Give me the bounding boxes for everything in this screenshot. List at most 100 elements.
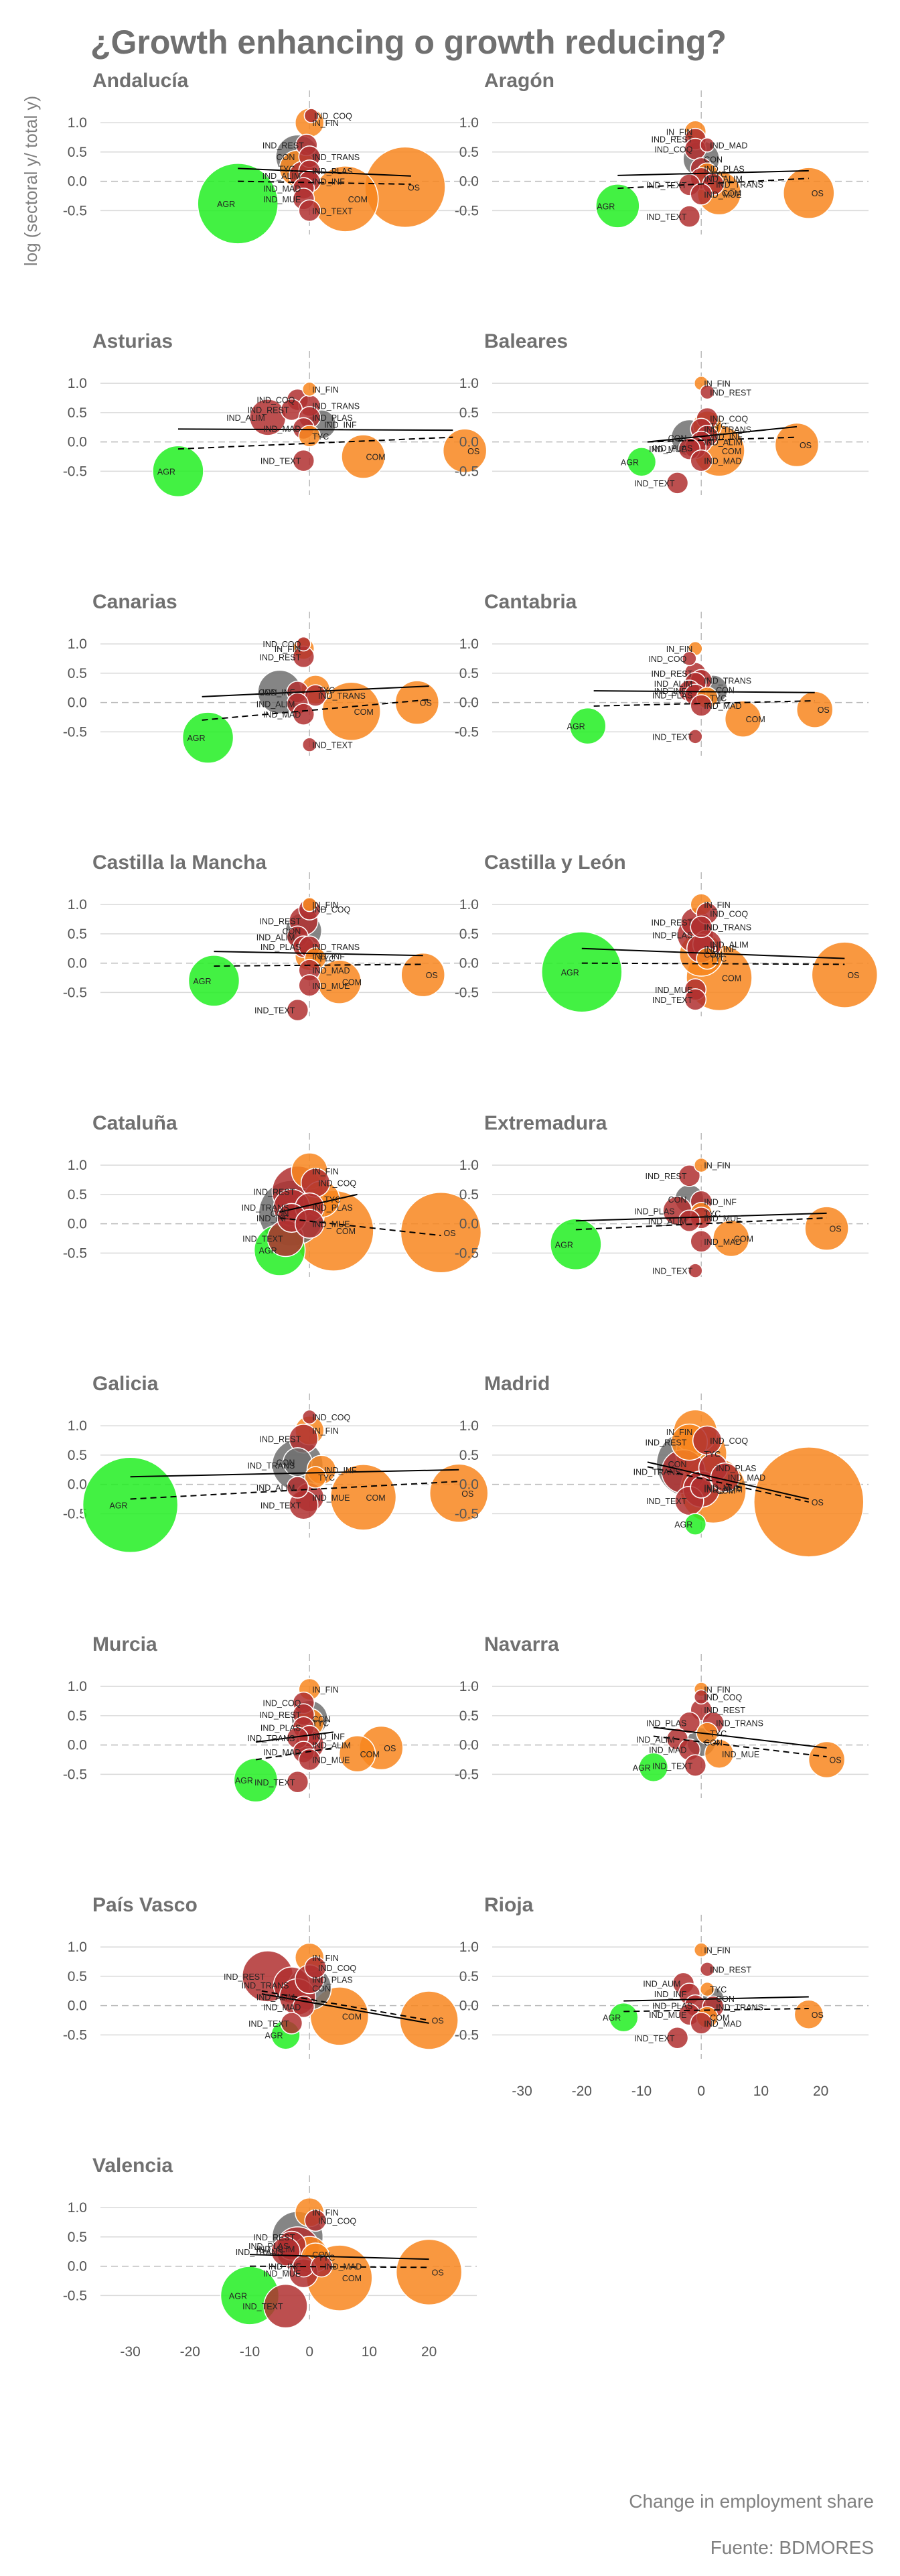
- point-label: IN_FIN: [312, 900, 339, 910]
- bubble-ind-coq: [304, 1956, 327, 1979]
- point-label: IND_PLAS: [312, 413, 352, 423]
- point-label: IND_COQ: [318, 2216, 356, 2226]
- bubble-agr: [188, 955, 240, 1007]
- y-tick-label: 0.5: [459, 405, 479, 421]
- y-tick-label: 0.5: [68, 1187, 87, 1203]
- point-label: IN_FIN: [704, 1686, 731, 1695]
- point-label: IND_MUE: [312, 1220, 350, 1229]
- point-label: AGR: [561, 968, 579, 977]
- dashed-fit-line: [130, 1481, 459, 1500]
- point-label: IND_COQ: [318, 1178, 356, 1188]
- bubble-com: [321, 681, 381, 741]
- bubble-ind-mad: [292, 703, 315, 726]
- solid-fit-line: [623, 1996, 809, 2002]
- solid-fit-line: [279, 1193, 358, 1213]
- bubble-ind-rest: [678, 1164, 701, 1187]
- y-tick-label: -0.5: [455, 203, 479, 218]
- point-label: TYC: [710, 170, 727, 179]
- dashed-fit-line: [279, 1217, 441, 1237]
- panel-title: Extremadura: [484, 1112, 607, 1134]
- y-tick-label: 1.0: [459, 897, 479, 912]
- y-tick-label: -0.5: [455, 724, 479, 740]
- bubble-os: [395, 2238, 463, 2306]
- point-label: AGR: [235, 1776, 253, 1785]
- point-label: IN_FIN: [275, 645, 301, 654]
- y-tick-label: 0.5: [68, 666, 87, 681]
- dashed-fit-line: [255, 1747, 334, 1761]
- y-tick-label: -0.5: [63, 1245, 87, 1261]
- bubble-ind-mad: [710, 1462, 741, 1493]
- point-label: IND_PLAS: [312, 1203, 352, 1213]
- point-label: IND_COQ: [710, 1436, 748, 1446]
- y-tick-label: 0.0: [459, 1998, 479, 2014]
- point-label: OS: [461, 1489, 473, 1499]
- point-label: IND_ALIM: [648, 1217, 687, 1226]
- point-label: CON: [704, 951, 723, 960]
- point-label: CON: [277, 1458, 295, 1467]
- bubble-agr: [152, 445, 204, 498]
- bubble-ind-rest: [699, 385, 715, 400]
- bubble-tyc: [304, 1466, 327, 1489]
- point-label: IND_PLAS: [652, 931, 692, 941]
- point-label: TYC: [710, 421, 727, 431]
- bubble-in-fin: [301, 381, 317, 397]
- point-label: IND_TRANS: [312, 943, 360, 952]
- point-label: CON: [271, 1209, 289, 1219]
- point-label: IND_MUE: [704, 190, 741, 200]
- y-tick-label: 0.5: [68, 2230, 87, 2245]
- point-label: IND_MAD: [704, 701, 741, 711]
- bubble-agr: [638, 1752, 669, 1783]
- solid-fit-line: [238, 167, 411, 177]
- y-tick-label: 1.0: [68, 2200, 87, 2216]
- point-label: IND_MAD: [704, 457, 741, 466]
- point-label: IND_REST: [262, 141, 304, 150]
- point-label: COM: [734, 1235, 753, 1244]
- point-label: COM: [360, 1750, 380, 1759]
- y-tick-label: 1.0: [68, 636, 87, 652]
- panel-11: Galicia -0.5 0.0 0.5 1.0 IND_COQ IN_FIN IND_RES…: [63, 1373, 489, 1553]
- bubble-ind-trans: [690, 915, 712, 939]
- x-tick-label: -10: [631, 2084, 652, 2099]
- point-label: IND_TEXT: [248, 2019, 289, 2029]
- bubble-agr: [595, 184, 640, 228]
- panel-title: Rioja: [484, 1894, 534, 1916]
- point-label: TYC: [312, 432, 329, 442]
- point-label: OS: [812, 1498, 824, 1507]
- point-label: COM: [336, 1227, 356, 1236]
- bubble-ind-text: [688, 1263, 703, 1278]
- point-label: OS: [812, 2011, 824, 2020]
- bubble-agr: [550, 1218, 602, 1270]
- point-label: IND_REST: [704, 1706, 745, 1715]
- y-tick-label: 1.0: [68, 1679, 87, 1694]
- panel-title: Aragón: [484, 70, 554, 92]
- bubble-ind-coq: [303, 108, 319, 123]
- point-label: TYC: [710, 694, 727, 703]
- bubble-os: [399, 1990, 459, 2050]
- point-label: TYC: [704, 1209, 721, 1219]
- point-label: IND_REST: [254, 1188, 295, 1197]
- y-tick-label: 0.0: [68, 435, 87, 450]
- y-tick-label: -0.5: [63, 1506, 87, 1521]
- bubble-ind-text: [301, 737, 317, 752]
- x-tick-label: 10: [362, 2344, 377, 2360]
- point-label: IND_TRANS: [716, 1718, 763, 1728]
- point-label: IND_REST: [646, 1438, 687, 1448]
- bubble-agr: [181, 711, 234, 764]
- bubble-agr: [233, 1757, 279, 1803]
- point-label: OS: [432, 2017, 444, 2026]
- point-label: IND_INF: [269, 2262, 301, 2272]
- y-tick-label: 0.0: [459, 435, 479, 450]
- x-tick-label: -10: [240, 2344, 260, 2360]
- dashed-fit-line: [647, 1466, 810, 1503]
- bubble-com: [724, 700, 762, 738]
- point-label: IND_TRANS: [318, 691, 366, 701]
- point-label: COM: [348, 195, 368, 204]
- point-label: TYC: [324, 1195, 341, 1205]
- solid-fit-line: [249, 2254, 429, 2260]
- point-label: IN_FIN: [666, 645, 693, 654]
- point-label: IND_ALIM: [312, 1741, 351, 1751]
- point-label: IN_FIN: [704, 900, 731, 910]
